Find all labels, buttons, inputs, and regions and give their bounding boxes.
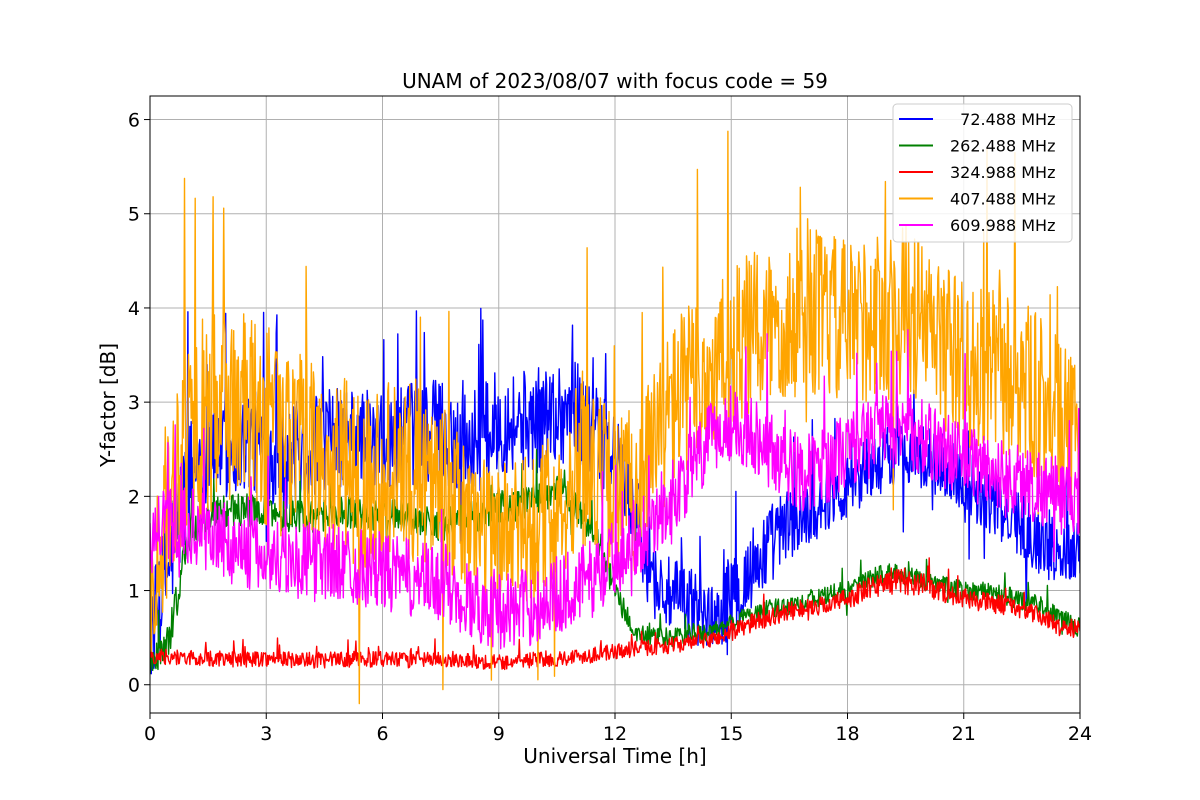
legend-label: 407.488 MHz (950, 190, 1055, 209)
series-line (150, 329, 1080, 650)
x-tick-label: 3 (260, 723, 272, 745)
x-tick-label: 15 (719, 723, 743, 745)
x-tick-label: 24 (1068, 723, 1092, 745)
x-tick-label: 9 (493, 723, 505, 745)
y-tick-label: 4 (128, 298, 140, 320)
chart-title: UNAM of 2023/08/07 with focus code = 59 (402, 69, 828, 93)
x-axis: 0 3 6 9 12 15 18 21 24 (144, 713, 1092, 745)
legend-box (892, 103, 1073, 243)
x-tick-label: 18 (835, 723, 859, 745)
legend-label: 262.488 MHz (950, 137, 1055, 156)
y-tick-label: 1 (128, 581, 140, 603)
y-tick-label: 3 (128, 392, 140, 414)
x-tick-label: 12 (603, 723, 627, 745)
series-line (150, 557, 1080, 671)
legend-label: 609.988 MHz (950, 216, 1055, 235)
legend-label: 72.488 MHz (950, 110, 1055, 129)
legend: 72.488 MHz 262.488 MHz 324.988 MHz 407.488 … (892, 103, 1073, 243)
y-tick-label: 5 (128, 204, 140, 226)
legend-label: 324.988 MHz (950, 163, 1055, 182)
x-tick-label: 6 (376, 723, 388, 745)
y-tick-label: 2 (128, 486, 140, 508)
y-axis: 0 1 2 3 4 5 6 (128, 110, 150, 697)
y-axis-title: Y-factor [dB] (96, 343, 120, 468)
series-group (150, 130, 1080, 705)
y-tick-label: 6 (128, 110, 140, 132)
y-tick-label: 0 (128, 675, 140, 697)
x-axis-title: Universal Time [h] (523, 744, 706, 768)
x-tick-label: 21 (952, 723, 976, 745)
x-tick-label: 0 (144, 723, 156, 745)
